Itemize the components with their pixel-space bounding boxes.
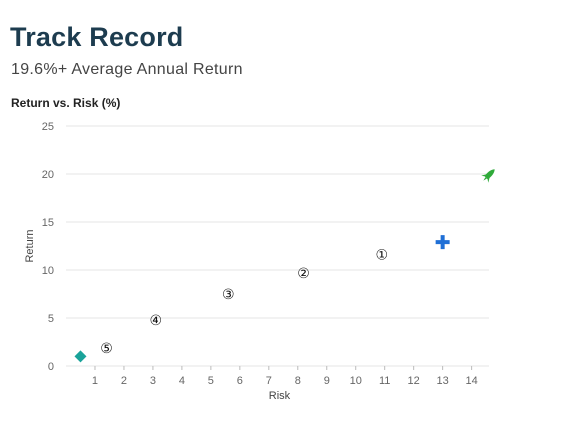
plus-icon: [435, 235, 450, 250]
point-label: ③: [222, 287, 235, 303]
y-axis-label: Return: [24, 229, 36, 262]
chart-title: Return vs. Risk (%): [11, 96, 121, 110]
page-subtitle: 19.6%+ Average Annual Return: [11, 61, 243, 78]
y-tick-label: 15: [42, 217, 54, 229]
x-tick-label: 7: [266, 375, 272, 387]
x-tick-label: 3: [150, 375, 156, 387]
x-tick-label: 13: [437, 375, 449, 387]
x-tick-label: 9: [324, 375, 330, 387]
y-tick-label: 0: [48, 361, 54, 373]
point-label: ①: [376, 248, 389, 264]
page-title: Track Record: [10, 22, 184, 52]
chart-points: ⑤ ④ ③ ② ①: [74, 169, 495, 363]
x-axis-ticks: 1 2 3 4 5 6 7 8 9 10 11 12 13 14: [92, 366, 478, 387]
x-tick-label: 14: [465, 375, 477, 387]
y-tick-label: 5: [48, 313, 54, 325]
x-tick-label: 8: [295, 375, 301, 387]
rocket-icon: [481, 169, 495, 183]
x-axis-label: Risk: [269, 390, 291, 402]
x-tick-label: 6: [237, 375, 243, 387]
x-tick-label: 2: [121, 375, 127, 387]
diamond-icon: [74, 350, 87, 363]
y-tick-label: 25: [42, 121, 54, 133]
x-tick-label: 1: [92, 375, 98, 387]
y-axis-ticks: 0 5 10 15 20 25: [42, 121, 54, 373]
chart-grid: [66, 125, 489, 367]
point-label: ④: [150, 313, 163, 329]
y-tick-label: 10: [42, 265, 54, 277]
x-tick-label: 4: [179, 375, 185, 387]
point-label: ⑤: [100, 341, 113, 357]
x-tick-label: 5: [208, 375, 214, 387]
y-tick-label: 20: [42, 169, 54, 181]
point-label: ②: [297, 266, 310, 282]
x-tick-label: 11: [379, 375, 390, 387]
x-tick-label: 10: [350, 375, 362, 387]
x-tick-label: 12: [408, 375, 420, 387]
